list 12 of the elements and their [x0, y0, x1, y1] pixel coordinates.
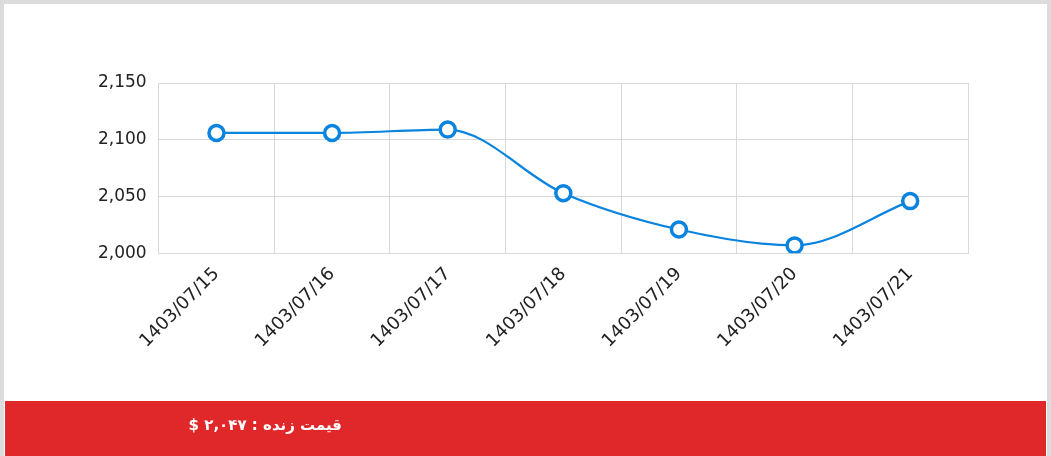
point [438, 120, 457, 139]
y-tick-label: 2,050 [98, 185, 147, 205]
point [785, 236, 804, 254]
y-tick-label: 2,150 [98, 71, 147, 92]
text: قیمت زنده : ۲,۰۴۷ $ [188, 416, 342, 434]
y-tick-label: 2,100 [98, 128, 147, 149]
y-tick-label: 2,000 [98, 241, 147, 262]
point [900, 191, 920, 211]
point [207, 123, 226, 143]
point [554, 183, 573, 203]
point [322, 123, 342, 143]
point [669, 220, 689, 239]
